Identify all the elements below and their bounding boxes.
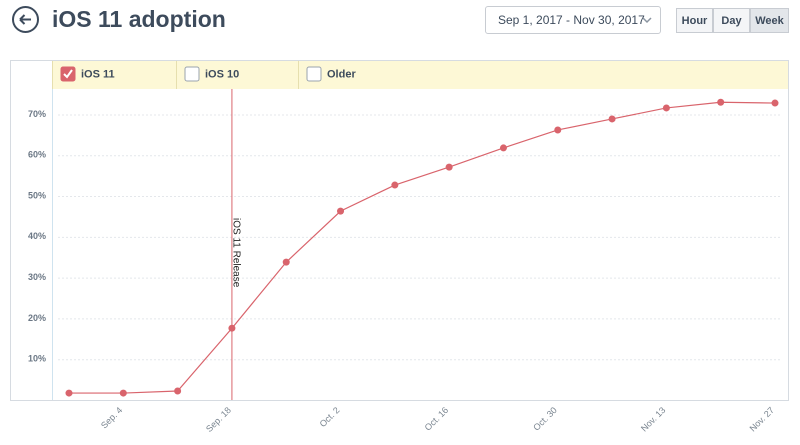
data-point bbox=[445, 163, 453, 171]
data-point bbox=[499, 144, 507, 152]
date-range: Sep 1, 2017 - Nov 30, 2017 bbox=[498, 13, 645, 27]
date-range-dropdown[interactable]: Sep 1, 2017 - Nov 30, 2017 bbox=[485, 6, 661, 34]
y-tick-label: 70% bbox=[28, 109, 46, 119]
y-tick-label: 40% bbox=[28, 231, 46, 241]
data-point bbox=[662, 104, 670, 112]
y-tick-label: 50% bbox=[28, 190, 46, 200]
x-tick-label: Oct. 16 bbox=[423, 405, 451, 433]
data-point bbox=[608, 115, 616, 123]
legend-checkbox bbox=[306, 66, 322, 82]
page-title: iOS 11 adoption bbox=[52, 6, 226, 32]
legend-band bbox=[52, 61, 788, 89]
legend-checkbox bbox=[184, 66, 200, 82]
legend-label: iOS 10 bbox=[205, 68, 239, 80]
x-tick-label: Sep. 18 bbox=[204, 405, 233, 434]
legend-label: Older bbox=[327, 68, 356, 80]
x-tick-label: Oct. 30 bbox=[531, 405, 559, 433]
dropdown-caret bbox=[642, 17, 652, 24]
legend-checkbox bbox=[60, 66, 76, 82]
back-icon bbox=[19, 14, 31, 25]
granularity-button[interactable]: Day bbox=[713, 8, 750, 33]
data-point bbox=[65, 389, 73, 397]
y-tick-label: 10% bbox=[28, 354, 46, 364]
data-point bbox=[771, 99, 779, 107]
data-point bbox=[282, 258, 290, 266]
data-point bbox=[391, 181, 399, 189]
y-tick-label: 60% bbox=[28, 150, 46, 160]
data-point bbox=[228, 324, 236, 332]
data-point bbox=[174, 387, 182, 395]
x-tick-label: Sep. 4 bbox=[99, 405, 124, 430]
y-tick-label: 30% bbox=[28, 272, 46, 282]
annotation-label: iOS 11 Release bbox=[230, 218, 241, 288]
legend-check bbox=[63, 69, 73, 79]
x-tick-label: Nov. 13 bbox=[639, 405, 668, 434]
chart-frame bbox=[10, 60, 789, 401]
back-button[interactable] bbox=[12, 6, 39, 33]
granularity-button[interactable]: Hour bbox=[676, 8, 713, 33]
data-point bbox=[554, 126, 562, 134]
data-point bbox=[119, 389, 127, 397]
x-tick-label: Oct. 2 bbox=[318, 405, 342, 429]
data-point bbox=[717, 98, 725, 106]
series-line bbox=[69, 101, 776, 394]
x-tick-label: Nov. 27 bbox=[748, 405, 777, 434]
y-tick-label: 20% bbox=[28, 313, 46, 323]
granularity-button[interactable]: Week bbox=[750, 8, 789, 33]
data-point bbox=[337, 207, 345, 215]
legend-label: iOS 11 bbox=[81, 68, 115, 80]
